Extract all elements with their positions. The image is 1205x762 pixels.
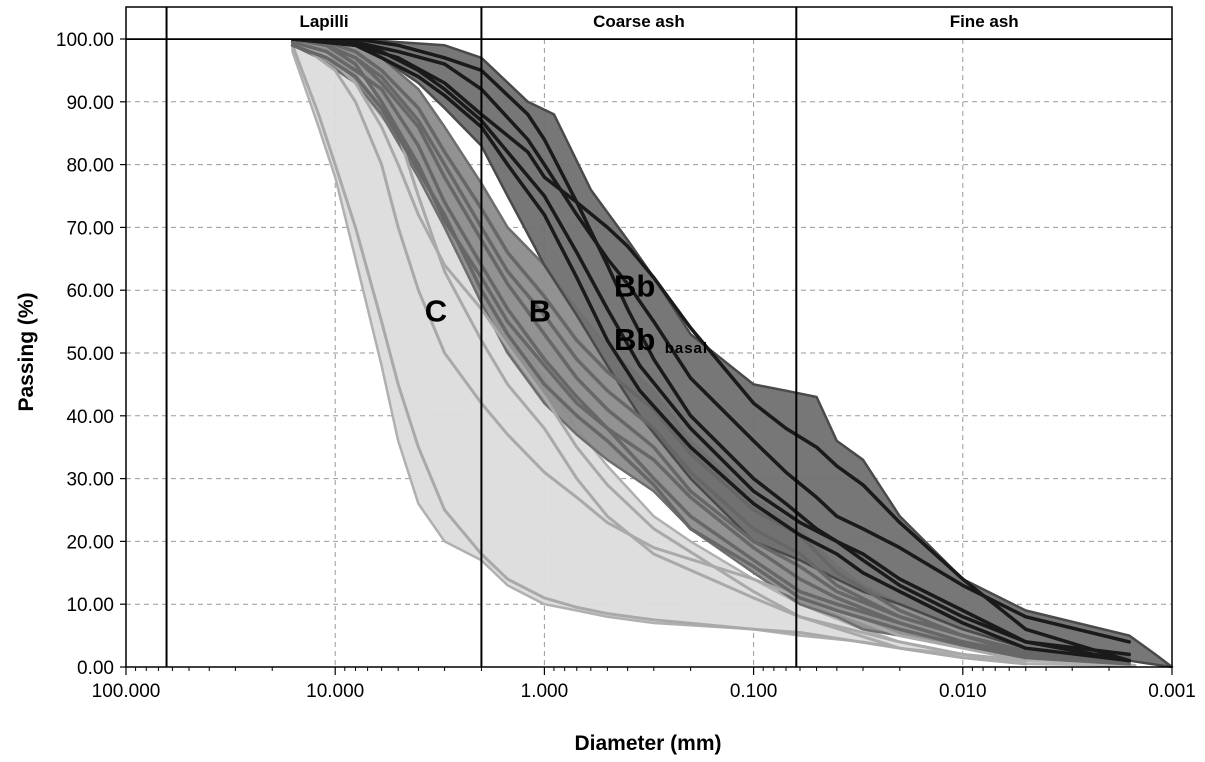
- series-line-Bb: [290, 37, 1132, 663]
- series-line-Bb: [290, 37, 1132, 644]
- class-header-box: [125, 6, 1173, 40]
- series-line-C: [291, 43, 1028, 666]
- x-tick-label: 0.010: [939, 681, 987, 702]
- series-line-B: [290, 37, 1132, 663]
- x-tick-label: 1.000: [521, 681, 569, 702]
- group-label-Bb: Bb: [614, 322, 655, 357]
- group-label-B: B: [529, 294, 551, 329]
- size-class-label: Fine ash: [950, 12, 1019, 31]
- y-tick-label: 0.00: [77, 658, 114, 679]
- series-line-Bb: [290, 37, 1132, 663]
- series-line-Bb: [290, 37, 1132, 657]
- x-tick-label: 0.001: [1148, 681, 1196, 702]
- y-tick-label: 10.00: [66, 595, 114, 616]
- y-tick-label: 60.00: [66, 281, 114, 302]
- y-tick-label: 40.00: [66, 407, 114, 428]
- size-class-label: Lapilli: [299, 12, 348, 31]
- tick-labels: 100.000 10.000 1.000 0.100 0.010 0.001 0.00 10.…: [56, 30, 1196, 702]
- y-tick-label: 70.00: [66, 218, 114, 239]
- y-tick-label: 90.00: [66, 93, 114, 114]
- series-line-B: [290, 43, 1132, 666]
- x-axis-title: Diameter (mm): [574, 732, 721, 755]
- group-label-C: C: [425, 294, 447, 329]
- y-tick-label: 50.00: [66, 344, 114, 365]
- series-line-Bb: [290, 37, 1132, 663]
- y-tick-label: 30.00: [66, 470, 114, 491]
- series-line-B: [290, 37, 1132, 660]
- size-class-header: Lapilli Coarse ash Fine ash: [125, 6, 1173, 667]
- x-tick-label: 10.000: [306, 681, 364, 702]
- y-axis-title: Passing (%): [15, 292, 38, 411]
- group-label-subscript: basal: [665, 340, 708, 357]
- y-tick-label: 20.00: [66, 532, 114, 553]
- y-tick-label: 80.00: [66, 156, 114, 177]
- size-class-label: Coarse ash: [593, 12, 685, 31]
- envelope-Bb: [291, 37, 1174, 669]
- group-label-Bb: Bb: [614, 269, 655, 304]
- series-line-B: [290, 40, 1132, 663]
- x-tick-label: 100.000: [92, 681, 161, 702]
- series-lines: [290, 37, 1132, 666]
- y-tick-label: 100.00: [56, 30, 114, 51]
- x-tick-label: 0.100: [730, 681, 778, 702]
